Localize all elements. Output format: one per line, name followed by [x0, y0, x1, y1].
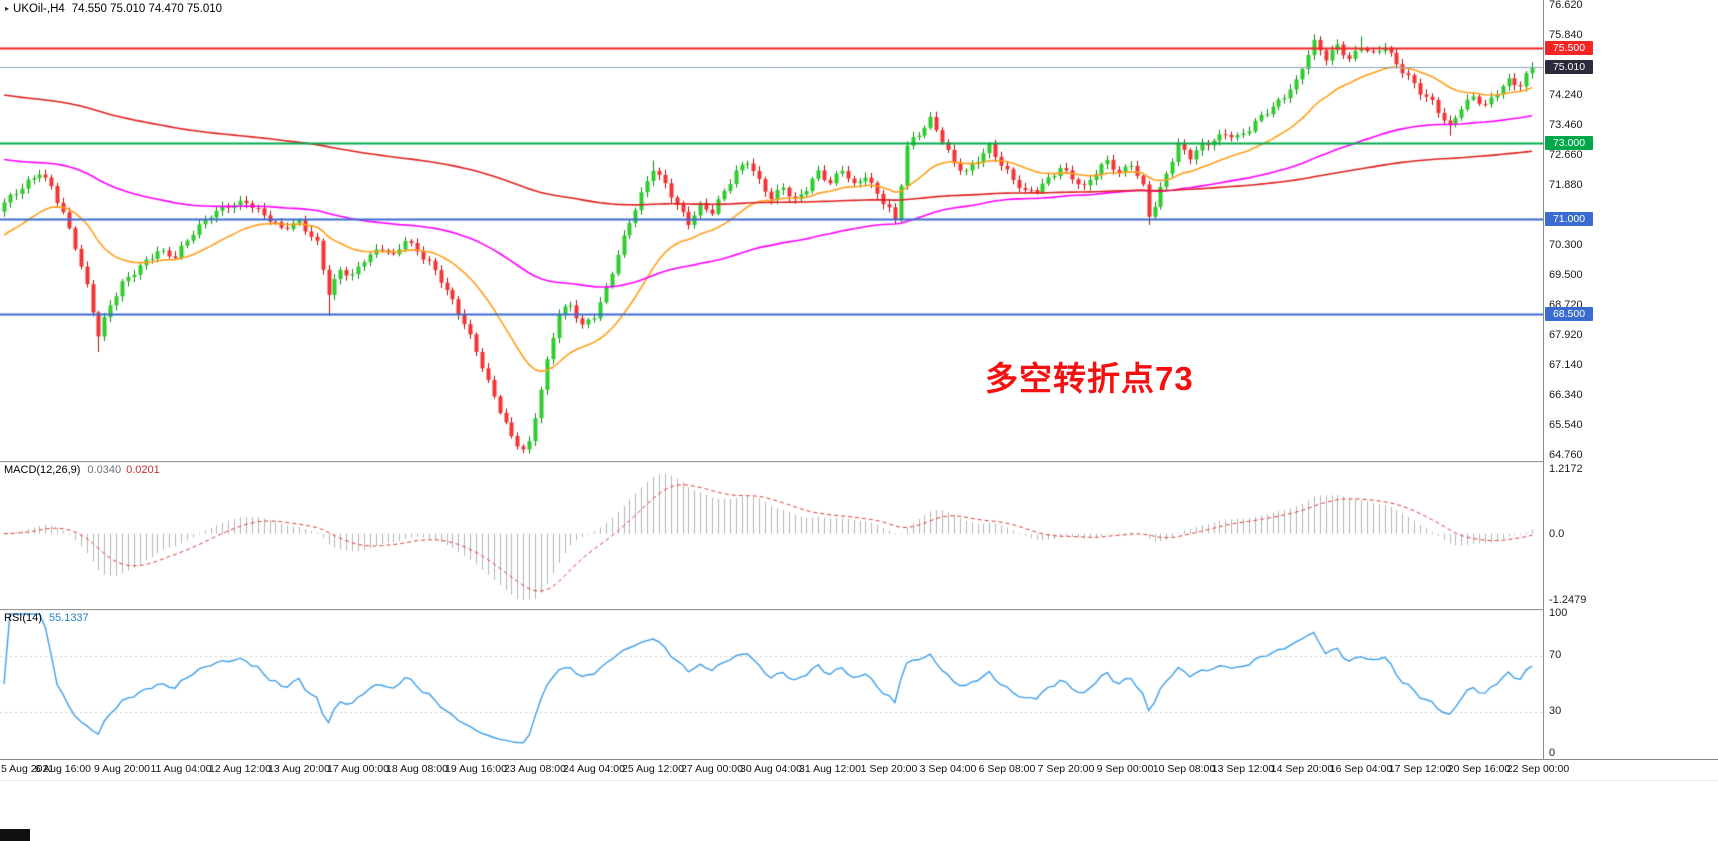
- level-price-badge: 68.500: [1545, 307, 1593, 322]
- symbol-marker-icon: ▸: [5, 4, 10, 13]
- current-price-badge: 75.010: [1545, 60, 1593, 75]
- price-axis-label: 66.340: [1549, 389, 1583, 402]
- time-axis-label: 6 Sep 08:00: [978, 763, 1036, 775]
- time-axis-label: 7 Sep 20:00: [1037, 763, 1095, 775]
- time-axis-label: 30 Aug 04:00: [740, 763, 802, 775]
- time-axis-label: 6 Aug 16:00: [34, 763, 92, 775]
- macd-signal-value: 0.0201: [126, 464, 160, 476]
- rsi-axis-label: 70: [1549, 649, 1562, 661]
- rsi-axis-label: 100: [1549, 607, 1568, 619]
- time-axis-label: 20 Sep 16:00: [1447, 763, 1511, 775]
- time-axis-label: 14 Sep 20:00: [1270, 763, 1334, 775]
- time-axis[interactable]: 5 Aug 2021 6 Aug 16:00 9 Aug 20:00 11 Aug 0…: [0, 759, 1718, 780]
- price-axis-label: 65.540: [1549, 419, 1583, 432]
- bottom-separator: [0, 780, 1718, 781]
- price-axis-label: 73.460: [1549, 118, 1583, 131]
- time-axis-label: 19 Aug 16:00: [445, 763, 507, 775]
- level-price-badge: 75.500: [1545, 41, 1593, 56]
- price-axis-label: 71.880: [1549, 178, 1583, 191]
- macd-main-value: 0.0340: [87, 464, 122, 476]
- rsi-value: 55.1337: [48, 612, 89, 624]
- time-axis-label: 1 Sep 20:00: [860, 763, 918, 775]
- rsi-panel[interactable]: [0, 609, 1543, 759]
- ohlc-values: 74.550 75.010 74.470 75.010: [71, 3, 223, 15]
- price-axis-label: 70.300: [1549, 238, 1583, 251]
- time-axis-label: 27 Aug 00:00: [681, 763, 743, 775]
- bottom-left-fragment: [0, 829, 30, 841]
- macd-panel[interactable]: [0, 461, 1543, 608]
- time-axis-label: 17 Aug 00:00: [327, 763, 389, 775]
- price-axis-label: 69.500: [1549, 269, 1583, 282]
- macd-indicator-label: MACD(12,26,9): [4, 464, 81, 476]
- price-axis-label: 72.660: [1549, 149, 1583, 162]
- price-scale[interactable]: 76.620 75.840 74.240 73.460 72.660 71.880 70.3…: [1543, 0, 1718, 759]
- time-axis-label: 9 Sep 00:00: [1096, 763, 1154, 775]
- time-axis-label: 31 Aug 12:00: [799, 763, 861, 775]
- chart-title: ▸ UKOil-,H4 74.550 75.010 74.470 75.010: [5, 3, 222, 15]
- price-axis-label: 74.240: [1549, 89, 1583, 102]
- time-axis-label: 25 Aug 12:00: [622, 763, 684, 775]
- time-axis-label: 17 Sep 12:00: [1388, 763, 1452, 775]
- symbol-timeframe-label: UKOil-,H4: [13, 3, 65, 15]
- time-axis-label: 9 Aug 20:00: [93, 763, 151, 775]
- time-axis-label: 16 Sep 04:00: [1329, 763, 1393, 775]
- price-axis-label: 67.920: [1549, 329, 1583, 342]
- macd-axis-label: 1.2172: [1549, 463, 1583, 475]
- time-axis-label: 10 Sep 08:00: [1152, 763, 1216, 775]
- time-axis-label: 18 Aug 08:00: [386, 763, 448, 775]
- time-axis-label: 5 Aug 2021: [1, 763, 55, 775]
- chart-annotation-text: 多空转折点73: [985, 360, 1194, 397]
- price-axis-label: 64.760: [1549, 449, 1583, 461]
- time-axis-label: 24 Aug 04:00: [563, 763, 625, 775]
- macd-axis-label: -1.2479: [1549, 594, 1587, 606]
- time-axis-label: 13 Sep 12:00: [1211, 763, 1275, 775]
- time-axis-label: 12 Aug 12:00: [209, 763, 271, 775]
- rsi-axis-label: 30: [1549, 705, 1562, 717]
- price-axis-label: 75.840: [1549, 28, 1583, 41]
- macd-axis-label: 0.0: [1549, 527, 1565, 540]
- rsi-label-row: RSI(14) 55.1337: [4, 612, 89, 624]
- level-price-badge: 73.000: [1545, 136, 1593, 151]
- time-axis-label: 22 Sep 00:00: [1506, 763, 1570, 775]
- rsi-axis-label: 0: [1549, 747, 1556, 759]
- time-axis-label: 13 Aug 20:00: [268, 763, 330, 775]
- time-axis-label: 3 Sep 04:00: [919, 763, 977, 775]
- time-axis-label: 11 Aug 04:00: [150, 763, 212, 775]
- main-price-chart[interactable]: [0, 0, 1543, 460]
- rsi-indicator-label: RSI(14): [4, 612, 42, 624]
- level-price-badge: 71.000: [1545, 212, 1593, 227]
- time-axis-label: 23 Aug 08:00: [504, 763, 566, 775]
- price-axis-label: 76.620: [1549, 0, 1583, 11]
- macd-label-row: MACD(12,26,9) 0.0340 0.0201: [4, 464, 160, 476]
- price-axis-label: 67.140: [1549, 358, 1583, 371]
